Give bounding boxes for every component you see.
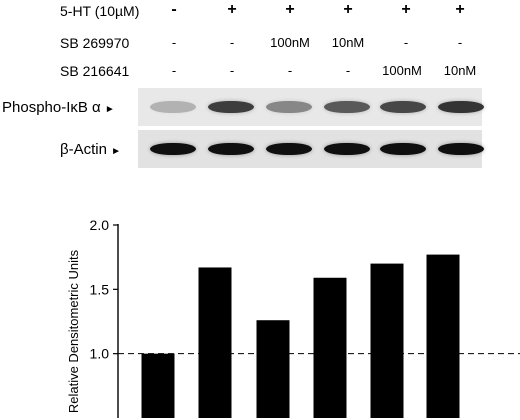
y-axis-label: Relative Densitometric Units: [66, 249, 81, 413]
row-label-sb269970: SB 269970: [60, 35, 130, 51]
actin-band-1: [150, 143, 196, 155]
cell-5ht-lane-4: +: [343, 1, 353, 18]
phospho-band-3: [266, 101, 312, 113]
bar-5: [370, 263, 404, 418]
actin-band-6: [438, 143, 484, 155]
densitometry-bar-chart: 1.0 1.5 2.0 Relative Densitometric Units: [66, 217, 520, 418]
blot-arrow-icon: ►: [111, 146, 122, 157]
cell-5ht-lane-1: -: [171, 1, 177, 18]
phospho-band-5: [380, 101, 426, 113]
blot-phospho-ikb: [138, 88, 484, 126]
cell-sb216641-lane-6: 10nM: [443, 63, 477, 78]
cell-sb216641-lane-4: -: [345, 63, 351, 78]
blot-beta-actin: [138, 130, 484, 168]
cell-5ht-lane-5: +: [401, 1, 411, 18]
cell-5ht-lane-6: +: [455, 1, 465, 18]
cell-5ht-lane-2: +: [227, 1, 237, 18]
bar-6: [426, 254, 460, 418]
row-label-sb216641: SB 216641: [60, 63, 130, 79]
blot-label-phospho-ikb: Phospho-IκB α ►: [2, 100, 115, 118]
y-tick-label: 1.5: [90, 281, 110, 297]
phospho-band-1: [150, 101, 196, 113]
actin-band-2: [208, 143, 254, 155]
phospho-band-2: [208, 101, 254, 113]
blot-label-beta-actin-text: β-Actin: [60, 141, 107, 158]
cell-sb216641-lane-5: 100nM: [382, 63, 422, 78]
cell-sb269970-lane-1: -: [171, 35, 177, 50]
blot-arrow-icon: ►: [104, 104, 115, 115]
cell-sb269970-lane-4: 10nM: [331, 35, 365, 50]
actin-band-5: [380, 143, 426, 155]
row-label-5ht: 5-HT (10µM): [60, 3, 140, 19]
cell-sb269970-lane-2: -: [229, 35, 235, 50]
cell-5ht-lane-3: +: [285, 1, 295, 18]
cell-sb216641-lane-2: -: [229, 63, 235, 78]
cell-sb269970-lane-5: -: [403, 35, 409, 50]
actin-band-4: [324, 143, 370, 155]
cell-sb269970-lane-6: -: [457, 35, 463, 50]
y-tick-label: 1.0: [90, 346, 110, 362]
cell-sb216641-lane-3: -: [287, 63, 293, 78]
phospho-band-4: [324, 101, 370, 113]
cell-sb269970-lane-3: 100nM: [270, 35, 310, 50]
actin-band-3: [266, 143, 312, 155]
phospho-band-6: [438, 101, 484, 113]
bar-3: [256, 320, 290, 418]
bar-2: [198, 267, 232, 418]
blot-label-beta-actin: β-Actin ►: [60, 142, 121, 160]
y-tick-label: 2.0: [90, 217, 110, 233]
cell-sb216641-lane-1: -: [171, 63, 177, 78]
bar-1: [141, 353, 175, 418]
bar-4: [313, 277, 347, 418]
blot-label-phospho-ikb-text: Phospho-IκB α: [2, 99, 101, 116]
